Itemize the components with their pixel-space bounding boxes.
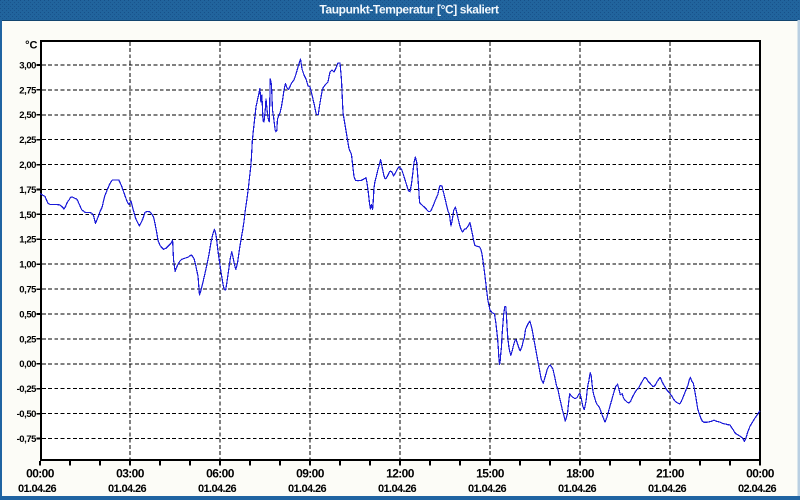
svg-text:-0,75: -0,75 (17, 434, 38, 445)
svg-text:09:00: 09:00 (296, 467, 325, 481)
svg-text:01.04.26: 01.04.26 (648, 483, 687, 495)
svg-text:01.04.26: 01.04.26 (288, 483, 327, 495)
svg-text:1,50: 1,50 (19, 210, 36, 221)
svg-text:1,25: 1,25 (19, 235, 37, 246)
svg-text:02.04.26: 02.04.26 (738, 483, 777, 495)
svg-text:2,50: 2,50 (19, 110, 36, 121)
svg-text:01.04.26: 01.04.26 (558, 483, 597, 495)
svg-text:12:00: 12:00 (386, 467, 415, 481)
svg-text:-0,25: -0,25 (17, 384, 38, 395)
svg-text:00:00: 00:00 (746, 467, 775, 481)
svg-text:°C: °C (25, 39, 37, 51)
svg-text:01.04.26: 01.04.26 (108, 483, 147, 495)
svg-text:0,25: 0,25 (19, 334, 37, 345)
svg-text:1,75: 1,75 (19, 185, 37, 196)
svg-text:15:00: 15:00 (476, 467, 505, 481)
svg-text:3,00: 3,00 (19, 60, 36, 71)
svg-text:03:00: 03:00 (116, 467, 145, 481)
svg-text:21:00: 21:00 (656, 467, 685, 481)
svg-text:01.04.26: 01.04.26 (468, 483, 507, 495)
svg-text:2,00: 2,00 (19, 160, 36, 171)
svg-text:0,00: 0,00 (19, 359, 36, 370)
svg-text:2,25: 2,25 (19, 135, 37, 146)
svg-text:06:00: 06:00 (206, 467, 235, 481)
svg-text:Taupunkt-Temperatur [°C] skali: Taupunkt-Temperatur [°C] skaliert (319, 3, 499, 17)
svg-text:0,75: 0,75 (19, 285, 37, 296)
svg-text:01.04.26: 01.04.26 (198, 483, 237, 495)
svg-text:01.04.26: 01.04.26 (378, 483, 417, 495)
svg-text:00:00: 00:00 (26, 467, 55, 481)
svg-text:2,75: 2,75 (19, 85, 37, 96)
svg-text:01.04.26: 01.04.26 (18, 483, 57, 495)
svg-text:0,50: 0,50 (19, 309, 36, 320)
svg-text:-0,50: -0,50 (17, 409, 37, 420)
svg-text:1,00: 1,00 (19, 260, 36, 271)
svg-text:18:00: 18:00 (566, 467, 595, 481)
